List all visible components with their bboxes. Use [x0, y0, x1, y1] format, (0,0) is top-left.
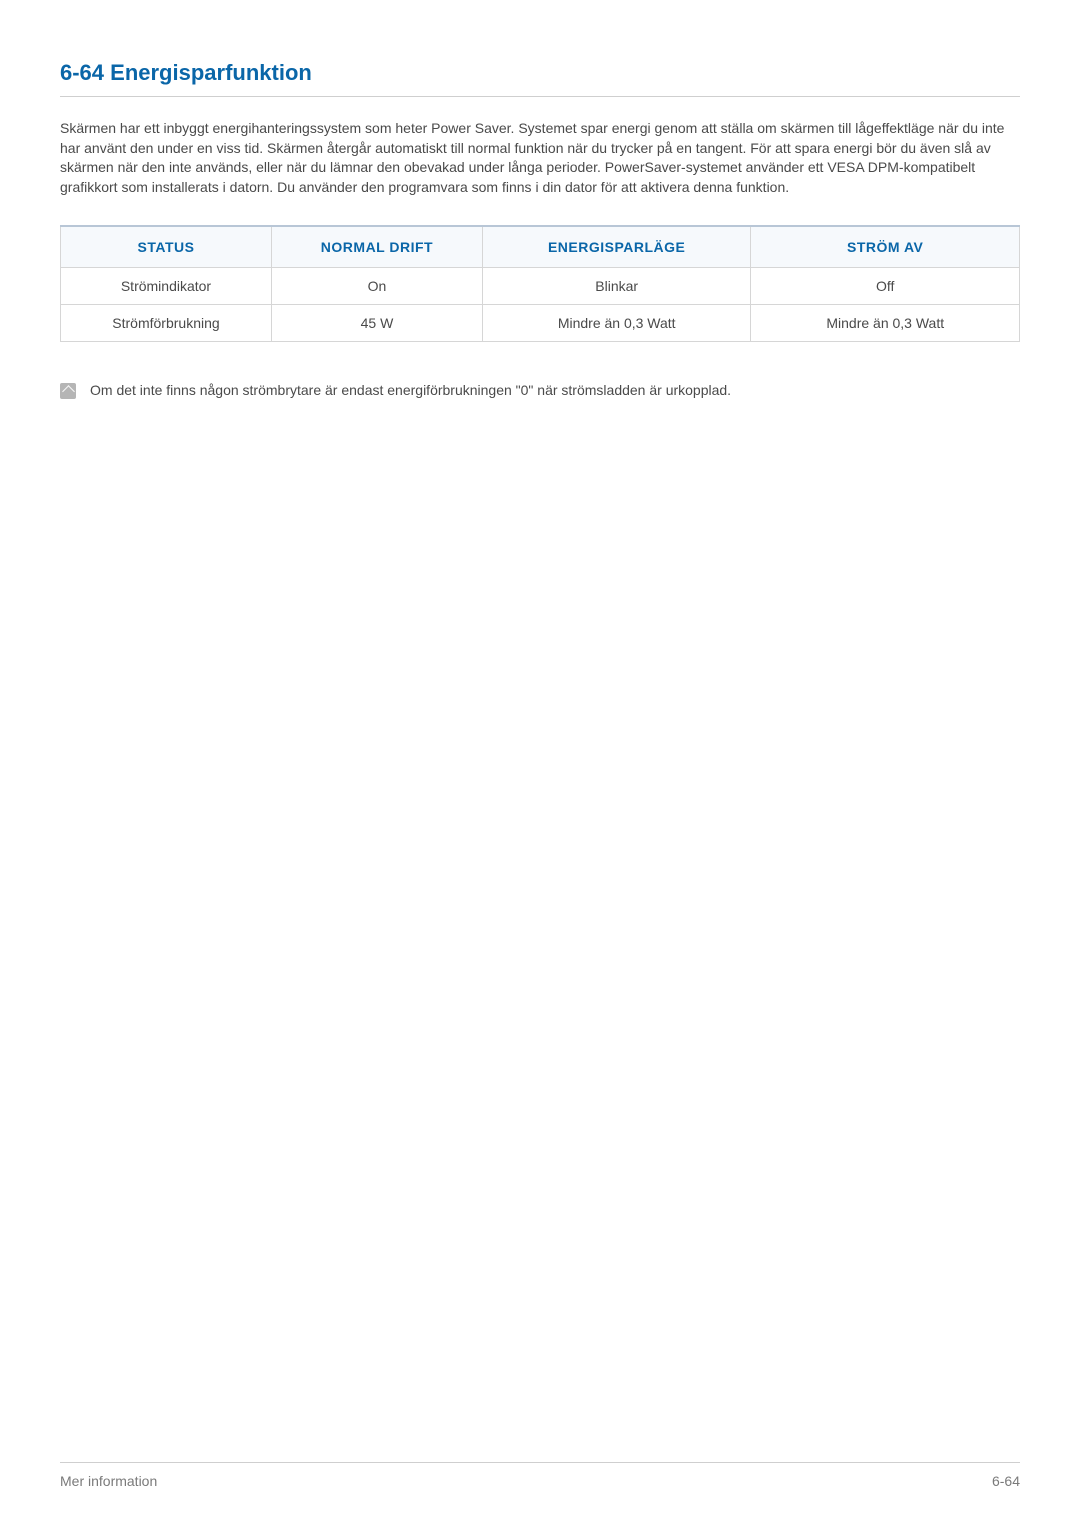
footer-left: Mer information — [60, 1473, 157, 1489]
cell: Blinkar — [482, 268, 751, 305]
table-header-row: STATUS NORMAL DRIFT ENERGISPARLÄGE STRÖM… — [61, 226, 1020, 268]
page: 6-64 Energisparfunktion Skärmen har ett … — [0, 0, 1080, 1527]
col-normal: NORMAL DRIFT — [271, 226, 482, 268]
note-text: Om det inte finns någon strömbrytare är … — [90, 382, 731, 398]
cell: Mindre än 0,3 Watt — [482, 305, 751, 342]
footer: Mer information 6-64 — [60, 1462, 1020, 1489]
cell: Mindre än 0,3 Watt — [751, 305, 1020, 342]
intro-paragraph: Skärmen har ett inbyggt energihanterings… — [60, 119, 1020, 197]
cell: Off — [751, 268, 1020, 305]
power-table: STATUS NORMAL DRIFT ENERGISPARLÄGE STRÖM… — [60, 225, 1020, 342]
cell: Strömförbrukning — [61, 305, 272, 342]
cell: Strömindikator — [61, 268, 272, 305]
table-row: Strömindikator On Blinkar Off — [61, 268, 1020, 305]
footer-right: 6-64 — [992, 1473, 1020, 1489]
col-off: STRÖM AV — [751, 226, 1020, 268]
cell: On — [271, 268, 482, 305]
col-saving: ENERGISPARLÄGE — [482, 226, 751, 268]
col-status: STATUS — [61, 226, 272, 268]
note-icon — [60, 383, 76, 399]
table-row: Strömförbrukning 45 W Mindre än 0,3 Watt… — [61, 305, 1020, 342]
cell: 45 W — [271, 305, 482, 342]
section-heading: 6-64 Energisparfunktion — [60, 60, 1020, 97]
note: Om det inte finns någon strömbrytare är … — [60, 382, 1020, 399]
